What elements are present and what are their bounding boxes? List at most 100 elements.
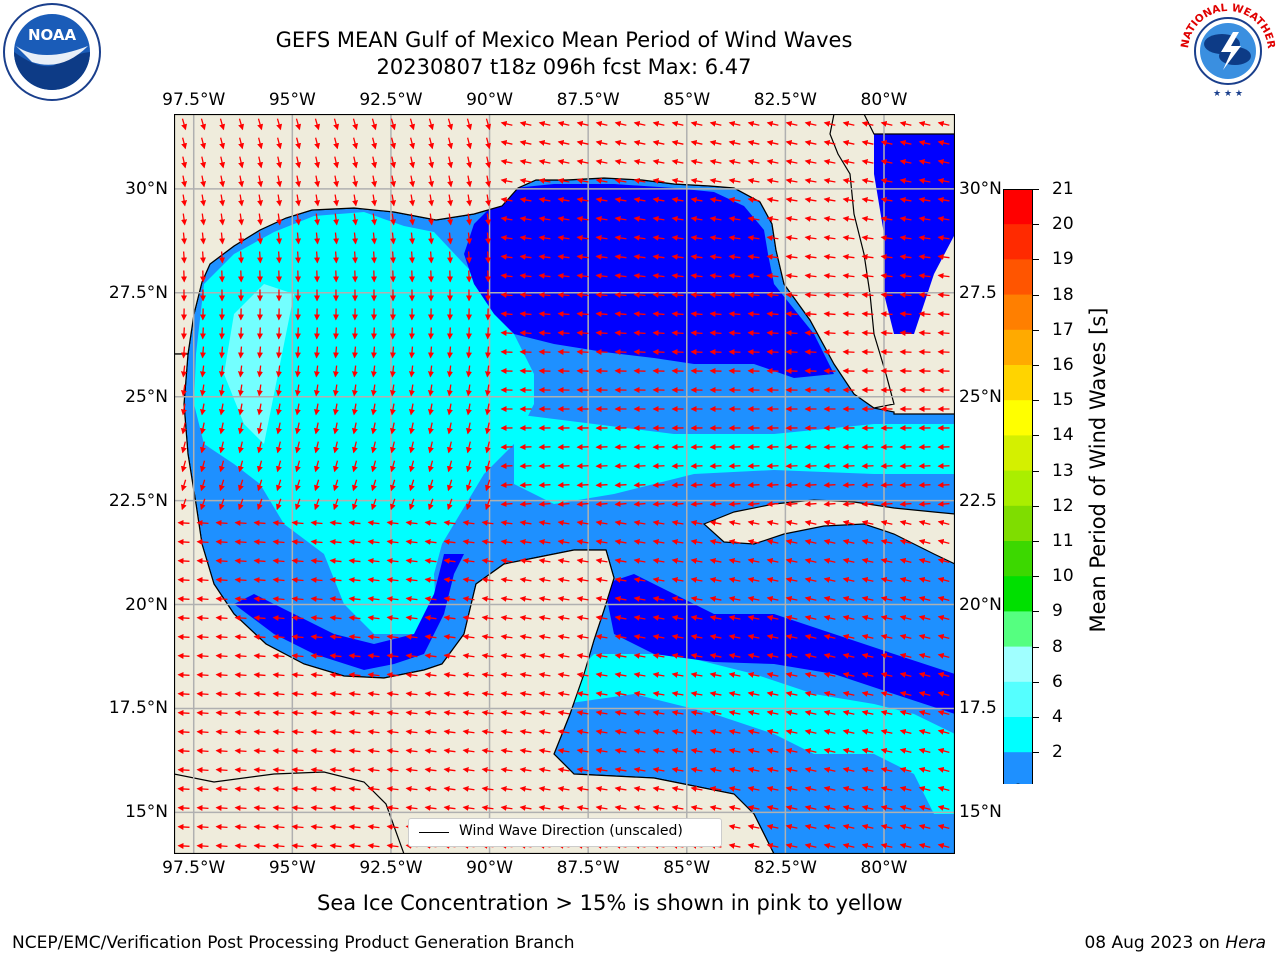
wind-wave-arrow — [443, 595, 456, 602]
wind-wave-arrow — [519, 272, 532, 279]
wind-wave-arrow — [614, 652, 627, 659]
wind-wave-arrow — [519, 310, 532, 317]
wind-wave-arrow — [899, 538, 912, 545]
wind-wave-arrow — [918, 538, 931, 545]
wind-wave-arrow — [918, 310, 931, 317]
wind-wave-arrow — [253, 671, 266, 678]
wind-wave-arrow — [466, 118, 473, 131]
wind-wave-arrow — [595, 272, 608, 279]
wind-wave-arrow — [215, 538, 228, 545]
wind-wave-arrow — [595, 215, 608, 222]
wind-wave-arrow — [253, 595, 266, 602]
wind-wave-arrow — [690, 538, 703, 545]
wind-wave-arrow — [614, 482, 627, 489]
wind-wave-arrow — [595, 501, 608, 508]
zone-0-2-bay — [234, 554, 464, 670]
wind-wave-arrow — [880, 329, 893, 336]
wind-wave-arrow — [199, 479, 206, 492]
wind-wave-arrow — [842, 120, 855, 127]
wind-wave-arrow — [652, 557, 665, 564]
wind-wave-arrow — [310, 633, 323, 640]
wind-wave-arrow — [177, 804, 190, 811]
wind-wave-arrow — [371, 251, 378, 264]
wind-wave-arrow — [218, 365, 225, 378]
wind-wave-arrow — [842, 614, 855, 621]
wind-wave-arrow — [408, 346, 415, 359]
colorbar-tick-label: 2 — [1052, 742, 1063, 763]
wind-wave-arrow — [295, 137, 302, 150]
wind-wave-arrow — [880, 614, 893, 621]
wind-wave-arrow — [238, 156, 245, 169]
wind-wave-arrow — [234, 747, 247, 754]
wind-wave-arrow — [747, 234, 760, 241]
wind-wave-arrow — [709, 234, 722, 241]
wind-wave-arrow — [196, 766, 209, 773]
wind-wave-arrow — [462, 614, 475, 621]
wind-wave-arrow — [200, 118, 207, 131]
wind-wave-arrow — [177, 842, 190, 849]
wind-wave-arrow — [785, 482, 798, 489]
wind-wave-arrow — [408, 460, 415, 473]
wind-wave-arrow — [652, 576, 665, 583]
wind-wave-arrow — [785, 329, 798, 336]
wind-wave-arrow — [690, 329, 703, 336]
wind-wave-arrow — [671, 519, 684, 526]
wind-wave-arrow — [408, 441, 415, 454]
wind-wave-arrow — [671, 557, 684, 564]
wind-wave-arrow — [256, 479, 263, 492]
wind-wave-arrow — [272, 557, 285, 564]
wind-wave-arrow — [538, 120, 551, 127]
wind-wave-arrow — [937, 291, 950, 298]
wind-wave-arrow — [709, 557, 722, 564]
colorbar-tick-mark — [1033, 259, 1039, 261]
title-line-2: 20230807 t18z 096h fcst Max: 6.47 — [376, 55, 752, 79]
colorbar-tick-label: 17 — [1052, 319, 1074, 340]
wind-wave-arrow — [465, 441, 472, 454]
wind-wave-arrow — [371, 232, 378, 245]
wind-wave-arrow — [238, 498, 244, 511]
wind-wave-arrow — [386, 633, 399, 640]
wind-wave-arrow — [519, 329, 532, 336]
wind-wave-arrow — [405, 671, 418, 678]
wind-wave-arrow — [446, 403, 453, 416]
wind-wave-arrow — [253, 804, 266, 811]
wind-wave-arrow — [899, 291, 912, 298]
wind-wave-arrow — [371, 137, 378, 150]
wind-wave-arrow — [348, 576, 361, 583]
wind-wave-arrow — [804, 253, 817, 260]
wind-wave-arrow — [690, 482, 703, 489]
wind-wave-arrow — [446, 365, 453, 378]
wind-wave-arrow — [200, 137, 207, 150]
wind-wave-arrow — [595, 519, 608, 526]
colorbar-tick-mark — [1033, 752, 1039, 754]
wind-wave-arrow — [728, 595, 741, 602]
wind-wave-arrow — [409, 156, 416, 169]
wind-wave-arrow — [200, 251, 207, 264]
wind-wave-arrow — [538, 234, 551, 241]
wind-wave-arrow — [728, 139, 741, 146]
wind-wave-arrow — [313, 384, 320, 397]
wind-wave-arrow — [823, 614, 836, 621]
wind-wave-arrow — [200, 232, 207, 245]
wind-wave-arrows — [177, 118, 950, 849]
wind-wave-arrow — [310, 652, 323, 659]
wind-wave-arrow — [275, 403, 282, 416]
wind-wave-arrow — [333, 251, 340, 264]
wind-wave-arrow — [538, 177, 551, 184]
wind-wave-arrow — [177, 557, 190, 564]
wind-wave-arrow — [652, 139, 665, 146]
wind-wave-arrow — [481, 633, 494, 640]
wind-wave-arrow — [766, 177, 779, 184]
wind-wave-arrow — [180, 346, 187, 359]
wind-wave-arrow — [899, 652, 912, 659]
wind-wave-arrow — [785, 538, 798, 545]
wind-wave-arrow — [728, 120, 741, 127]
wind-wave-arrow — [272, 519, 285, 526]
wind-wave-arrow — [538, 501, 551, 508]
wind-wave-arrow — [352, 194, 359, 207]
wind-wave-arrow — [390, 213, 397, 226]
colorbar-segment — [1003, 259, 1033, 296]
colorbar-segment — [1003, 717, 1033, 753]
wind-wave-arrow — [390, 156, 397, 169]
colorbar-segment — [1003, 329, 1033, 366]
